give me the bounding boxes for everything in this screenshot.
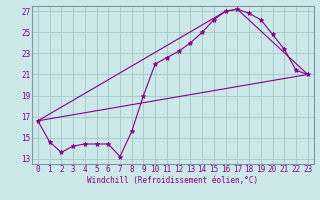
X-axis label: Windchill (Refroidissement éolien,°C): Windchill (Refroidissement éolien,°C): [87, 176, 258, 185]
